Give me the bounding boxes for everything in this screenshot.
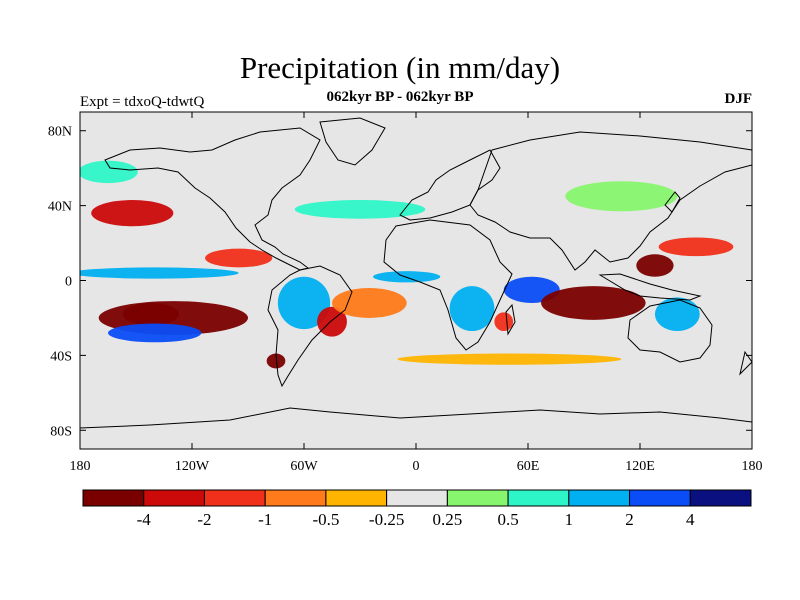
colorbar-box (143, 489, 205, 507)
season-label: DJF (724, 91, 753, 107)
precip-feature-13 (449, 286, 495, 332)
x-tick-label: 180 (742, 459, 763, 474)
colorbar-label: 1 (565, 510, 574, 529)
colorbar-box (386, 489, 448, 507)
precip-feature-10 (266, 353, 286, 369)
coastline-japan (664, 191, 681, 213)
y-tick-label: 80S (50, 424, 72, 439)
colorbar-box (264, 489, 327, 507)
colorbar-box (203, 489, 266, 507)
coastline-europe (399, 149, 501, 221)
coastline-asia (469, 131, 752, 271)
precip-feature-6 (205, 248, 273, 268)
coastline-australia (627, 299, 713, 363)
colorbar: -4 -2 -1 -0.5 -0.25 0.25 0.5 1 2 4 (82, 489, 752, 529)
coastline-madagascar (505, 303, 516, 336)
chart-subtitle: 062kyr BP - 062kyr BP (326, 89, 474, 105)
precip-feature-12 (373, 271, 441, 283)
y-axis: 80N 40N 0 40S 80S (48, 125, 752, 439)
precip-feature-9 (332, 287, 407, 318)
x-tick-label: 120W (175, 459, 210, 474)
colorbar-label: -4 (137, 510, 152, 529)
colorbar-label: -0.25 (369, 510, 404, 529)
coastline-greenland (319, 117, 386, 166)
precip-feature-20 (397, 353, 622, 365)
x-tick-label: 60W (290, 459, 318, 474)
coastline-africa (383, 219, 513, 351)
colorbar-box (325, 489, 388, 507)
precip-feature-7 (277, 276, 331, 330)
coastline-layer (80, 117, 752, 429)
colorbar-box (629, 489, 691, 507)
colorbar-box (507, 489, 570, 507)
y-tick-label: 40S (50, 349, 72, 364)
chart-title: Precipitation (in mm/day) (239, 50, 561, 85)
precip-feature-17 (636, 254, 674, 277)
precip-feature-2 (80, 267, 239, 279)
coastline-antarctica (80, 407, 752, 429)
colorbar-box (446, 489, 509, 507)
colorbar-label: -2 (197, 510, 211, 529)
precip-feature-21 (565, 181, 678, 212)
colorbar-label: 0.25 (432, 510, 462, 529)
coastline-indonesia (598, 273, 702, 301)
y-tick-label: 80N (48, 125, 72, 140)
y-tick-label: 0 (65, 275, 72, 290)
precip-feature-19 (654, 297, 700, 332)
colorbar-box (689, 489, 752, 507)
colorbar-label: 2 (625, 510, 634, 529)
colorbar-box (568, 489, 631, 507)
x-tick-label: 120E (625, 459, 655, 474)
precip-feature-1 (122, 302, 179, 326)
precip-feature-16 (541, 286, 646, 320)
x-tick-label: 60E (517, 459, 540, 474)
precip-feature-11 (294, 199, 426, 219)
precip-feature-5 (80, 160, 138, 184)
x-tick-label: 180 (70, 459, 91, 474)
precipitation-field-layer (80, 160, 734, 369)
x-axis: 180 120W 60W 0 60E 120E 180 (70, 112, 763, 474)
y-tick-label: 40N (48, 200, 72, 215)
coastline-south-america (267, 265, 353, 388)
precip-feature-3 (108, 323, 202, 343)
x-tick-label: 0 (413, 459, 420, 474)
experiment-label: Expt = tdxoQ-tdwtQ (80, 94, 205, 110)
colorbar-label: -0.5 (312, 510, 339, 529)
precip-feature-4 (91, 199, 174, 227)
colorbar-label: 4 (686, 510, 695, 529)
colorbar-label: -1 (258, 510, 272, 529)
colorbar-box (82, 489, 145, 507)
coastline-new-zealand (739, 350, 752, 376)
precip-feature-18 (658, 237, 734, 257)
precip-feature-14 (494, 312, 514, 332)
coastline-north-america (104, 127, 321, 271)
colorbar-label: 0.5 (497, 510, 518, 529)
